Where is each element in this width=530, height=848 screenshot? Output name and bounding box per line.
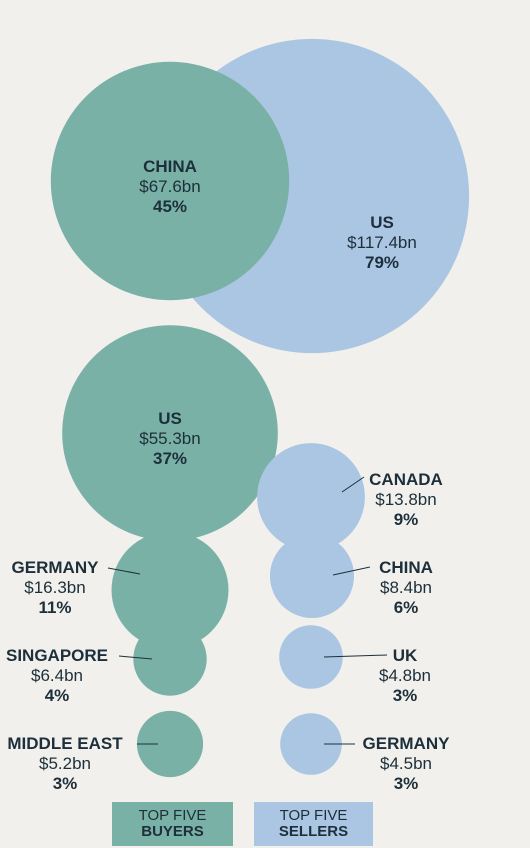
legend-buyers-line2: BUYERS bbox=[141, 823, 204, 840]
buyers-bubble-germany bbox=[111, 531, 229, 649]
sellers-canada-value: $13.8bn bbox=[375, 490, 436, 509]
sellers-canada-name: CANADA bbox=[369, 470, 443, 489]
legend-sellers: TOP FIVE SELLERS bbox=[254, 802, 373, 846]
buyers-bubble-china bbox=[50, 61, 290, 301]
buyers-singapore-name: SINGAPORE bbox=[6, 646, 108, 665]
buyers-china-value: $67.6bn bbox=[139, 177, 200, 196]
sellers-uk-share: 3% bbox=[393, 686, 418, 705]
legend-sellers-line2: SELLERS bbox=[278, 823, 349, 840]
sellers-bubble-china bbox=[270, 534, 354, 618]
buyers-bubble-middle-east bbox=[136, 710, 204, 778]
legend-buyers-line1: TOP FIVE bbox=[138, 807, 207, 824]
sellers-germany-name: GERMANY bbox=[363, 734, 451, 753]
buyers-germany-value: $16.3bn bbox=[24, 578, 85, 597]
buyers-china-name: CHINA bbox=[143, 157, 197, 176]
sellers-uk-value: $4.8bn bbox=[379, 666, 431, 685]
sellers-germany-value: $4.5bn bbox=[380, 754, 432, 773]
legend-sellers-line1: TOP FIVE bbox=[279, 807, 348, 824]
buyers-us-value: $55.3bn bbox=[139, 429, 200, 448]
buyers-singapore-share: 4% bbox=[45, 686, 70, 705]
buyers-leader-line-germany bbox=[107, 567, 141, 575]
buyers-us-name: US bbox=[158, 409, 182, 428]
buyers-bubble-singapore bbox=[133, 622, 207, 696]
sellers-us-value: $117.4bn bbox=[347, 233, 417, 252]
buyers-middle-east-name: MIDDLE EAST bbox=[7, 734, 123, 753]
sellers-us-name: US bbox=[370, 213, 394, 232]
sellers-uk-name: UK bbox=[393, 646, 418, 665]
legend-buyers: TOP FIVE BUYERS bbox=[112, 802, 233, 846]
buyers-middle-east-value: $5.2bn bbox=[39, 754, 91, 773]
buyers-middle-east-share: 3% bbox=[53, 774, 78, 793]
buyers-bubble-us bbox=[62, 325, 278, 541]
buyers-china-share: 45% bbox=[153, 197, 187, 216]
sellers-us-share: 79% bbox=[365, 253, 399, 272]
sellers-bubble-germany bbox=[280, 713, 342, 775]
buyers-singapore-value: $6.4bn bbox=[31, 666, 83, 685]
sellers-germany-share: 3% bbox=[394, 774, 419, 793]
sellers-bubble-uk bbox=[279, 625, 343, 689]
sellers-leader-line-canada bbox=[341, 476, 365, 493]
buyers-germany-share: 11% bbox=[38, 598, 71, 617]
sellers-china-value: $8.4bn bbox=[380, 578, 432, 597]
buyers-leader-line-singapore bbox=[118, 655, 153, 660]
sellers-canada-share: 9% bbox=[394, 510, 419, 529]
sellers-china-name: CHINA bbox=[379, 558, 433, 577]
sellers-leader-line-china bbox=[332, 566, 371, 576]
sellers-bubble-canada bbox=[257, 443, 365, 551]
buyers-us-share: 37% bbox=[153, 449, 187, 468]
buyers-germany-name: GERMANY bbox=[12, 558, 100, 577]
sellers-leader-line-uk bbox=[323, 654, 388, 658]
sellers-china-share: 6% bbox=[394, 598, 419, 617]
